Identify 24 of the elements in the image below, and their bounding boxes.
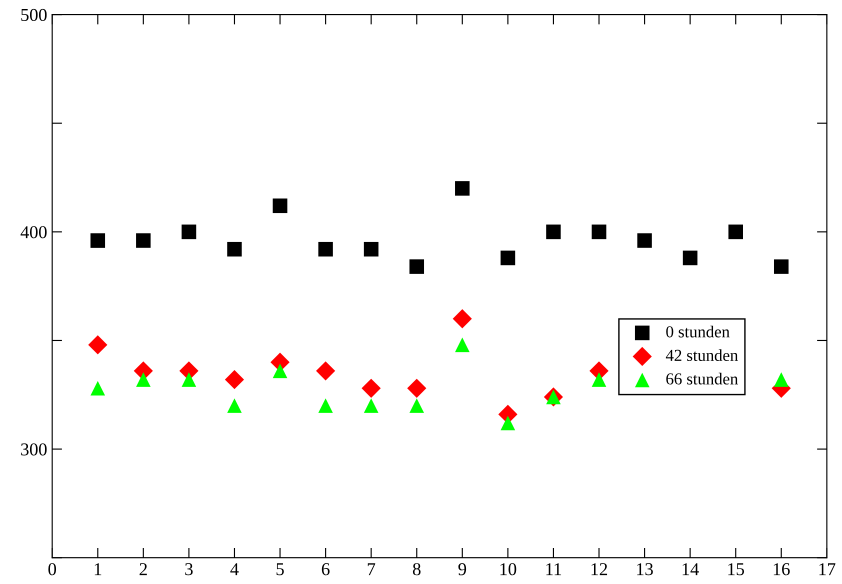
x-tick-label: 15 xyxy=(728,563,744,576)
x-tick-label: 5 xyxy=(276,563,284,576)
x-tick-label: 6 xyxy=(322,563,330,576)
x-tick-label: 11 xyxy=(546,563,562,576)
x-tick-label: 7 xyxy=(368,563,376,576)
x-tick-label: 1 xyxy=(94,563,102,576)
x-tick-label: 3 xyxy=(185,563,193,576)
x-tick-label: 0 xyxy=(48,563,56,576)
legend-label: 66 stunden xyxy=(666,372,738,385)
x-tick-label: 14 xyxy=(682,563,699,576)
y-tick-label: 300 xyxy=(21,443,47,456)
x-tick-label: 13 xyxy=(637,563,653,576)
x-tick-label: 8 xyxy=(412,563,421,576)
x-tick-label: 17 xyxy=(819,563,836,576)
x-tick-label: 9 xyxy=(458,563,466,576)
y-tick-label: 500 xyxy=(21,8,47,22)
x-tick-label: 4 xyxy=(230,563,239,576)
x-tick-label: 10 xyxy=(500,563,516,576)
x-tick-label: 2 xyxy=(140,563,147,576)
legend-label: 0 stunden xyxy=(666,326,730,338)
x-tick-label: 16 xyxy=(774,563,790,576)
y-tick-label: 400 xyxy=(20,226,47,238)
legend-label: 42 stunden xyxy=(666,349,738,361)
x-tick-label: 12 xyxy=(592,563,608,576)
